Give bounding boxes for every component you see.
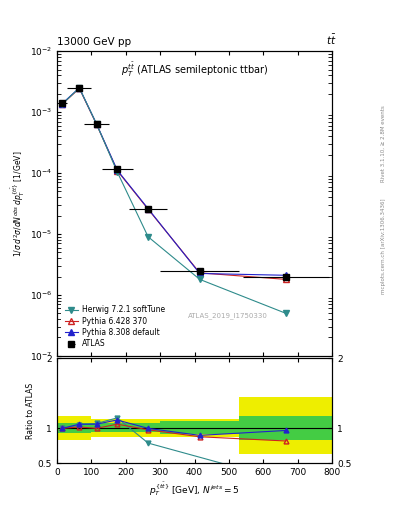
Legend: Herwig 7.2.1 softTune, Pythia 6.428 370, Pythia 8.308 default, ATLAS: Herwig 7.2.1 softTune, Pythia 6.428 370,… bbox=[61, 302, 169, 352]
Text: 13000 GeV pp: 13000 GeV pp bbox=[57, 37, 131, 47]
Pythia 8.308 default bbox=[115, 167, 119, 173]
Y-axis label: $1 / \sigma\, d^2\sigma / dN^{obs}\, dp^{\{t\bar{t}\}}_T$ [1/GeV]: $1 / \sigma\, d^2\sigma / dN^{obs}\, dp^… bbox=[9, 150, 27, 257]
Herwig 7.2.1 softTune bbox=[77, 85, 82, 91]
Herwig 7.2.1 softTune bbox=[94, 121, 99, 127]
Pythia 8.308 default bbox=[146, 206, 151, 212]
Bar bbox=[239, 397, 332, 454]
Pythia 8.308 default bbox=[197, 270, 202, 276]
Pythia 8.308 default bbox=[77, 85, 82, 91]
Bar bbox=[91, 419, 160, 437]
Text: ATLAS_2019_I1750330: ATLAS_2019_I1750330 bbox=[187, 312, 268, 319]
Bar bbox=[57, 423, 91, 433]
Pythia 6.428 370 bbox=[146, 206, 151, 212]
Text: $t\bar{t}$: $t\bar{t}$ bbox=[325, 33, 336, 47]
Herwig 7.2.1 softTune bbox=[283, 310, 288, 316]
Bar bbox=[239, 416, 332, 440]
Herwig 7.2.1 softTune bbox=[197, 276, 202, 283]
Herwig 7.2.1 softTune bbox=[146, 233, 151, 240]
Pythia 6.428 370 bbox=[77, 86, 82, 92]
Pythia 8.308 default bbox=[60, 100, 64, 106]
Herwig 7.2.1 softTune bbox=[60, 101, 64, 107]
Pythia 8.308 default bbox=[283, 272, 288, 279]
Pythia 6.428 370 bbox=[94, 121, 99, 127]
Pythia 6.428 370 bbox=[60, 101, 64, 107]
X-axis label: $p^{\{t\bar{t}\}}_T$ [GeV], $N^{jets} = 5$: $p^{\{t\bar{t}\}}_T$ [GeV], $N^{jets} = … bbox=[149, 480, 240, 498]
Bar bbox=[160, 421, 239, 434]
Line: Pythia 6.428 370: Pythia 6.428 370 bbox=[59, 86, 288, 282]
Herwig 7.2.1 softTune bbox=[115, 168, 119, 175]
Bar bbox=[57, 416, 91, 440]
Bar bbox=[160, 419, 239, 437]
Pythia 6.428 370 bbox=[283, 276, 288, 283]
Pythia 6.428 370 bbox=[115, 167, 119, 174]
Line: Herwig 7.2.1 softTune: Herwig 7.2.1 softTune bbox=[59, 85, 288, 316]
Pythia 6.428 370 bbox=[197, 270, 202, 276]
Pythia 8.308 default bbox=[94, 121, 99, 127]
Text: Rivet 3.1.10, ≥ 2.8M events: Rivet 3.1.10, ≥ 2.8M events bbox=[381, 105, 386, 182]
Text: $p_T^{t\bar{t}}$ (ATLAS semileptonic ttbar): $p_T^{t\bar{t}}$ (ATLAS semileptonic ttb… bbox=[121, 60, 268, 78]
Text: mcplots.cern.ch [arXiv:1306.3436]: mcplots.cern.ch [arXiv:1306.3436] bbox=[381, 198, 386, 293]
Y-axis label: Ratio to ATLAS: Ratio to ATLAS bbox=[26, 383, 35, 439]
Bar bbox=[91, 423, 160, 432]
Line: Pythia 8.308 default: Pythia 8.308 default bbox=[59, 85, 288, 278]
